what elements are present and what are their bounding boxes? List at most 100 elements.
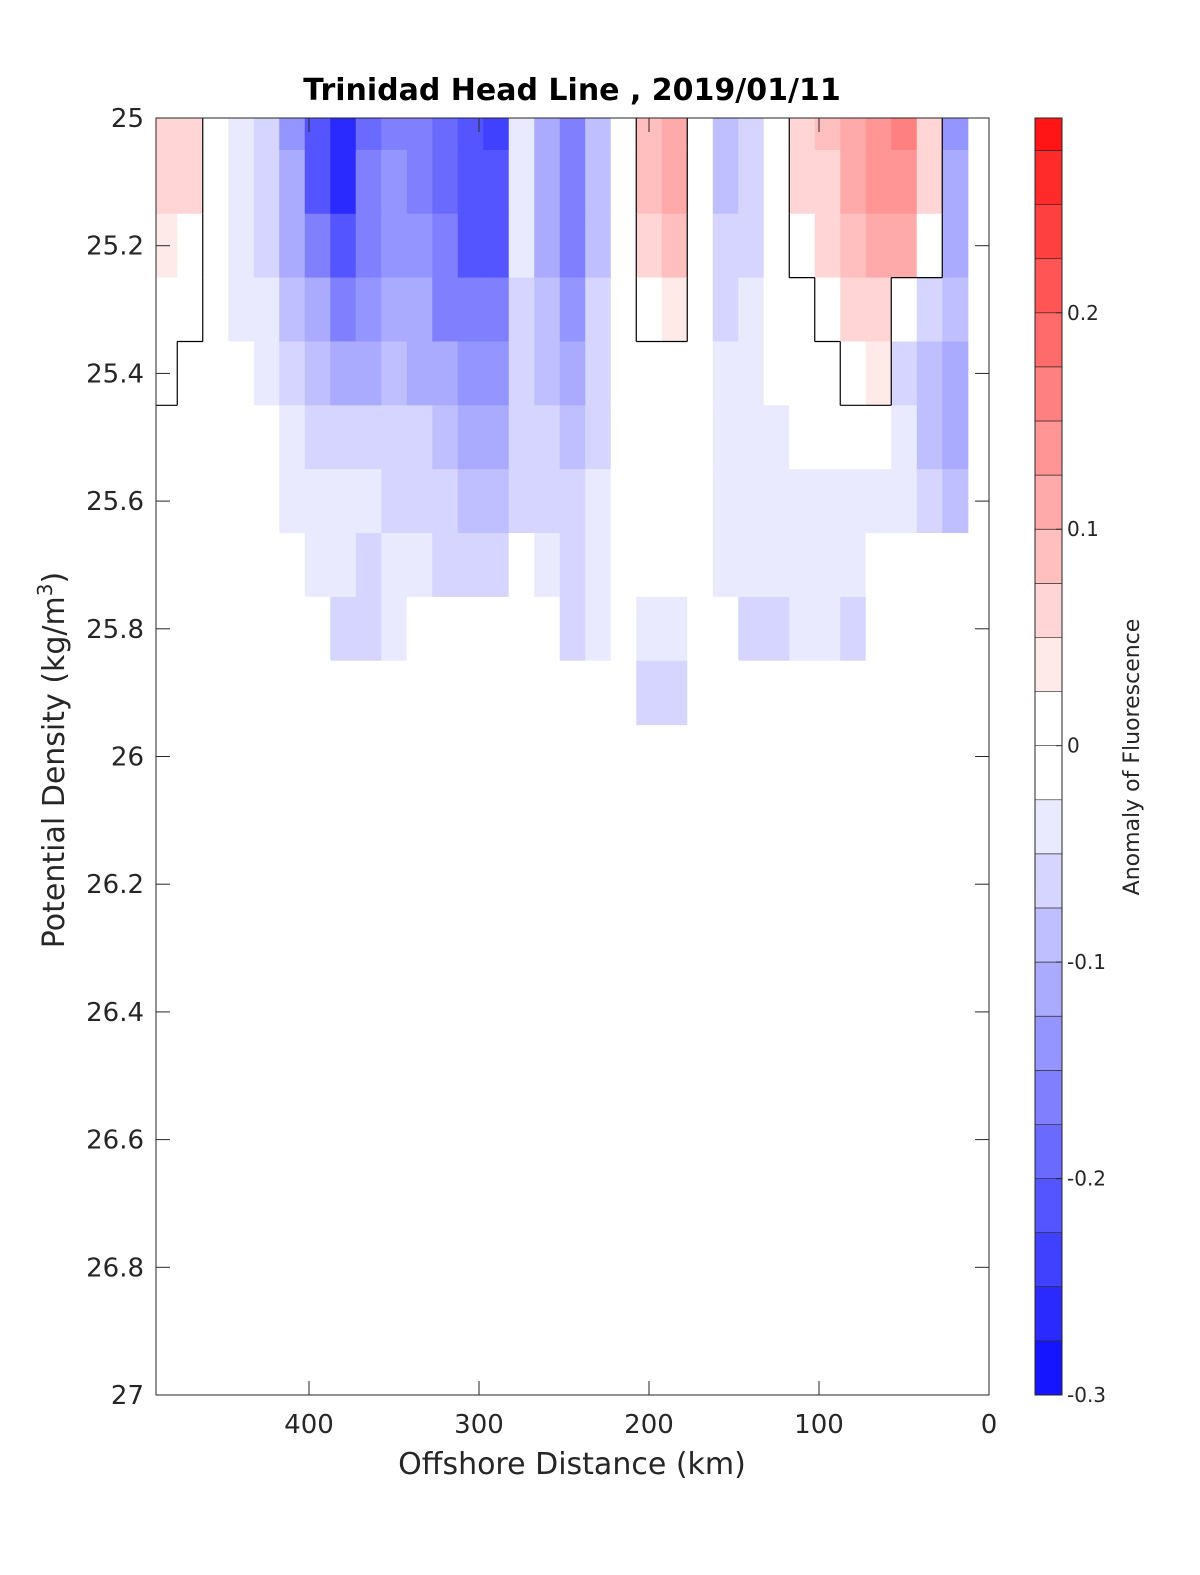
anomaly-cell <box>355 596 382 662</box>
x-axis: 400 300 200 100 0 <box>284 118 997 1440</box>
anomaly-cell <box>585 149 612 215</box>
anomaly-cell <box>661 118 688 151</box>
anomaly-cell <box>304 149 331 215</box>
anomaly-cell <box>432 405 459 470</box>
anomaly-cell <box>202 533 229 598</box>
y-axis: 25 25.2 25.4 25.6 25.8 26 26.2 26.4 26.6 26.8 27 <box>86 104 989 1411</box>
anomaly-cell <box>559 405 586 470</box>
anomaly-cell <box>381 596 408 662</box>
anomaly-cell <box>712 533 739 598</box>
anomaly-cell <box>712 660 739 726</box>
anomaly-cell <box>789 469 816 534</box>
anomaly-cell <box>381 149 408 215</box>
anomaly-cell <box>814 149 841 215</box>
anomaly-cell <box>942 341 969 406</box>
anomaly-cell <box>687 596 714 662</box>
anomaly-cell <box>585 118 612 151</box>
anomaly-cell <box>457 660 484 726</box>
anomaly-cell <box>814 596 841 662</box>
anomaly-cell <box>636 660 663 726</box>
anomaly-cell <box>534 596 561 662</box>
colorbar-band <box>1035 583 1062 638</box>
anomaly-cell <box>202 469 229 534</box>
anomaly-cell <box>942 213 969 279</box>
anomaly-cell <box>916 118 943 151</box>
anomaly-cell <box>432 660 459 726</box>
anomaly-cell <box>891 533 918 598</box>
anomaly-cell <box>534 213 561 279</box>
anomaly-cell <box>610 660 637 726</box>
anomaly-cell <box>330 469 357 534</box>
anomaly-cell <box>432 213 459 279</box>
anomaly-cell <box>304 660 331 726</box>
anomaly-cell <box>253 596 280 662</box>
anomaly-cell <box>330 405 357 470</box>
colorbar-band <box>1035 962 1062 1017</box>
x-tick-label: 300 <box>454 1410 504 1440</box>
anomaly-cell <box>865 118 892 151</box>
anomaly-cell <box>585 596 612 662</box>
anomaly-cell <box>483 660 510 726</box>
anomaly-cell <box>177 469 204 534</box>
anomaly-cell <box>355 660 382 726</box>
anomaly-cell <box>916 405 943 470</box>
anomaly-cell <box>177 596 204 662</box>
anomaly-cell <box>406 341 433 406</box>
anomaly-cell <box>610 596 637 662</box>
anomaly-cell <box>304 469 331 534</box>
anomaly-cell <box>457 596 484 662</box>
anomaly-cell <box>432 596 459 662</box>
anomaly-cell <box>840 149 867 215</box>
anomaly-cell <box>789 213 816 279</box>
anomaly-cell <box>202 213 229 279</box>
anomaly-cell <box>840 118 867 151</box>
anomaly-cell <box>585 341 612 406</box>
anomaly-cell <box>814 341 841 406</box>
anomaly-cell <box>916 533 943 598</box>
anomaly-cell <box>432 533 459 598</box>
anomaly-cell <box>610 118 637 151</box>
colorbar <box>1034 117 1063 1396</box>
anomaly-cell <box>534 277 561 343</box>
anomaly-cell <box>763 660 790 726</box>
anomaly-cell <box>891 213 918 279</box>
anomaly-cell <box>712 149 739 215</box>
anomaly-cell <box>432 118 459 151</box>
anomaly-cell <box>457 533 484 598</box>
anomaly-cell <box>279 533 306 598</box>
anomaly-cell <box>610 533 637 598</box>
x-tick-label: 400 <box>284 1410 334 1440</box>
anomaly-cell <box>355 213 382 279</box>
anomaly-cell <box>457 277 484 343</box>
anomaly-cell <box>789 118 816 151</box>
anomaly-cell <box>202 660 229 726</box>
anomaly-cell <box>330 149 357 215</box>
anomaly-cell <box>712 213 739 279</box>
anomaly-cell <box>432 277 459 343</box>
anomaly-cell <box>457 469 484 534</box>
anomaly-cell <box>942 405 969 470</box>
y-tick-label: 26 <box>111 743 144 773</box>
anomaly-field <box>156 118 969 726</box>
anomaly-cell <box>661 533 688 598</box>
anomaly-cell <box>636 405 663 470</box>
y-tick-label: 25.4 <box>86 359 144 389</box>
anomaly-cell <box>585 405 612 470</box>
anomaly-cell <box>406 469 433 534</box>
anomaly-cell <box>789 277 816 343</box>
colorbar-band <box>1035 421 1062 476</box>
anomaly-cell <box>508 469 535 534</box>
y-tick-label: 25.8 <box>86 615 144 645</box>
colorbar-band <box>1035 204 1062 260</box>
anomaly-cell <box>610 213 637 279</box>
colorbar-band <box>1035 1178 1062 1234</box>
anomaly-cell <box>483 213 510 279</box>
anomaly-cell <box>585 277 612 343</box>
anomaly-cell <box>738 596 765 662</box>
anomaly-cell <box>712 341 739 406</box>
anomaly-cell <box>228 596 255 662</box>
anomaly-cell <box>559 277 586 343</box>
anomaly-cell <box>355 149 382 215</box>
anomaly-cell <box>738 405 765 470</box>
anomaly-cell <box>661 660 688 726</box>
